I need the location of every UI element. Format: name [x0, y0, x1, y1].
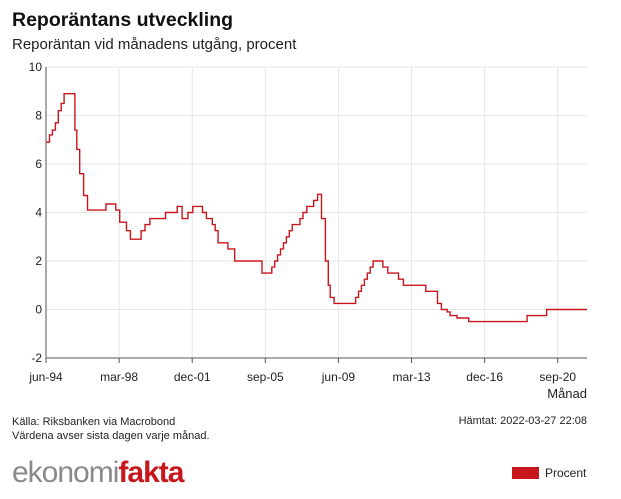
chart-subtitle: Reporäntan vid månadens utgång, procent	[12, 36, 297, 53]
ekonomifakta-logo[interactable]: ekonomifakta	[12, 456, 184, 490]
series-layer	[46, 93, 587, 323]
x-tick-label: mar-98	[100, 370, 138, 384]
footnote-text: Värdena avser sista dagen varje månad.	[12, 430, 210, 442]
x-axis-title: Månad	[547, 386, 587, 401]
y-tick-label: 8	[35, 109, 42, 123]
chart-title: Reporäntans utveckling	[12, 9, 234, 31]
source-text: Källa: Riksbanken via Macrobond	[12, 416, 176, 428]
y-tick-label: -2	[31, 351, 42, 365]
y-tick-label: 2	[35, 254, 42, 268]
y-tick-label: 10	[29, 60, 43, 74]
x-tick-label: dec-01	[174, 370, 211, 384]
x-tick-label: jun-09	[321, 370, 356, 384]
x-tick-label: dec-16	[466, 370, 503, 384]
legend-swatch	[512, 467, 539, 479]
y-tick-label: 4	[35, 206, 42, 220]
x-tick-label: jun-94	[28, 370, 63, 384]
logo-part-ekonomi: ekonomi	[12, 456, 119, 489]
axis-layer: 10 8 6 4 2 0 -2 jun-94 mar-98 dec-01 sep-05 jun-09 m…	[28, 60, 587, 401]
legend: Procent	[512, 466, 586, 480]
source-note: Källa: Riksbanken via Macrobond Värdena …	[12, 415, 210, 443]
y-tick-label: 0	[35, 303, 42, 317]
y-tick-label: 6	[35, 157, 42, 171]
fetched-timestamp: Hämtat: 2022-03-27 22:08	[458, 415, 587, 427]
grid-layer	[45, 66, 587, 359]
series-line-procent	[46, 93, 587, 323]
x-tick-label: mar-13	[393, 370, 431, 384]
logo-part-fakta: fakta	[118, 456, 184, 489]
x-tick-label: sep-20	[539, 370, 576, 384]
x-tick-label: sep-05	[247, 370, 284, 384]
legend-label: Procent	[545, 466, 587, 480]
